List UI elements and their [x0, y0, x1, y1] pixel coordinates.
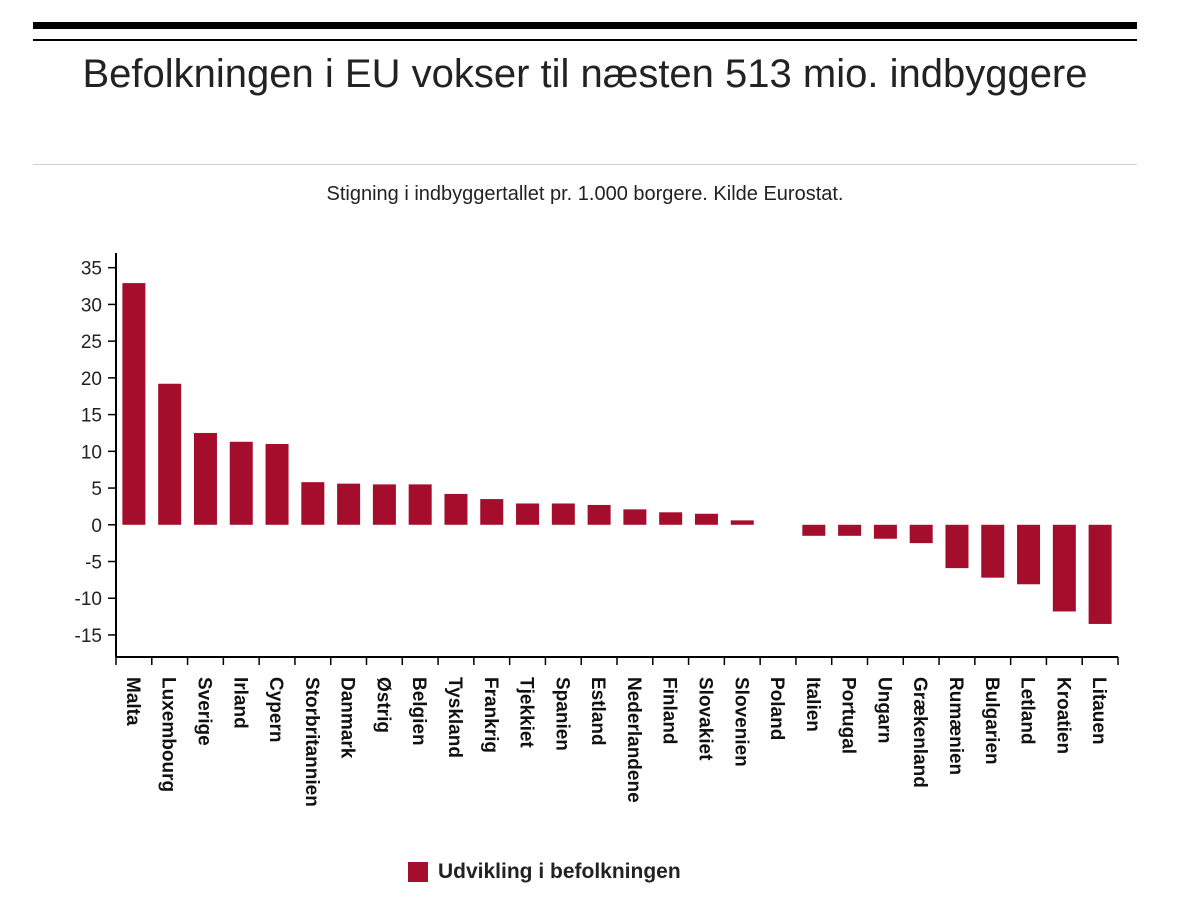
y-tick-label: 25 — [81, 332, 102, 353]
x-tick-label: Sverige — [193, 677, 214, 746]
x-tick-label: Letland — [1017, 677, 1038, 745]
bar — [694, 513, 718, 525]
x-tick-label: Malta — [122, 677, 143, 726]
bar — [1088, 524, 1112, 624]
x-tick-label: Rumænien — [945, 677, 966, 775]
title-divider — [33, 164, 1137, 165]
x-tick-label: Slovenien — [730, 677, 751, 767]
bar — [838, 524, 862, 536]
x-tick-label: Finland — [659, 677, 680, 745]
x-tick-label: Luxembourg — [158, 677, 179, 792]
bar — [873, 524, 897, 539]
x-tick-label: Estland — [587, 677, 608, 746]
x-tick-label: Danmark — [337, 677, 358, 759]
bar — [802, 524, 826, 536]
legend-swatch — [408, 862, 428, 882]
chart-subtitle: Stigning i indbyggertallet pr. 1.000 bor… — [326, 183, 844, 205]
y-tick-label: -5 — [85, 553, 102, 574]
y-tick-label: 20 — [81, 369, 102, 390]
bar — [372, 484, 396, 525]
bar — [444, 493, 468, 525]
bar — [265, 443, 289, 525]
legend-label: Udvikling i befolkningen — [438, 860, 681, 883]
bar — [1052, 524, 1076, 612]
x-tick-label: Irland — [229, 677, 250, 729]
bar — [659, 512, 683, 525]
top-rule-thick — [33, 22, 1137, 29]
bar — [229, 441, 253, 525]
x-tick-label: Grækenland — [909, 677, 930, 788]
bar — [551, 503, 575, 525]
y-tick-label: 35 — [81, 259, 102, 280]
x-tick-label: Portugal — [838, 677, 859, 754]
y-tick-label: -10 — [75, 589, 102, 610]
bar — [122, 283, 146, 525]
y-tick-label: 0 — [91, 516, 102, 537]
bar — [730, 520, 754, 525]
bar — [909, 524, 933, 544]
x-tick-label: Cypern — [265, 677, 286, 742]
x-tick-label: Tyskland — [444, 677, 465, 758]
x-tick-label: Ungarn — [873, 677, 894, 744]
x-tick-label: Nederlandene — [623, 677, 644, 803]
x-tick-label: Østrig — [372, 677, 393, 733]
x-tick-label: Frankrig — [480, 677, 501, 753]
x-tick-label: Storbritannien — [301, 677, 322, 807]
x-tick-label: Kroatien — [1052, 677, 1073, 754]
bar — [516, 503, 540, 525]
x-tick-label: Poland — [766, 677, 787, 740]
x-tick-label: Italien — [802, 677, 823, 732]
legend[interactable]: Udvikling i befolkningen — [408, 860, 681, 884]
bar — [480, 499, 504, 525]
bar — [337, 483, 361, 525]
bar — [587, 504, 611, 525]
x-tick-label: Belgien — [408, 677, 429, 746]
bar — [193, 432, 217, 525]
top-rule-thin — [33, 39, 1137, 41]
chart-title: Befolkningen i EU vokser til næsten 513 … — [82, 52, 1088, 96]
bar — [945, 524, 969, 569]
x-tick-label: Spanien — [551, 677, 572, 751]
y-tick-label: 5 — [91, 479, 102, 500]
x-tick-label: Bulgarien — [981, 677, 1002, 765]
bar — [981, 524, 1005, 578]
y-tick-label: -15 — [75, 626, 102, 647]
y-tick-label: 15 — [81, 406, 102, 427]
x-tick-label: Slovakiet — [694, 677, 715, 761]
x-tick-label: Litauen — [1088, 677, 1109, 745]
bar — [158, 383, 182, 525]
y-tick-label: 10 — [81, 442, 102, 463]
bar — [301, 482, 325, 525]
bar — [1017, 524, 1041, 585]
bar — [408, 484, 432, 525]
bar — [623, 509, 647, 525]
x-tick-label: Tjekkiet — [516, 677, 537, 748]
y-tick-label: 30 — [81, 295, 102, 316]
